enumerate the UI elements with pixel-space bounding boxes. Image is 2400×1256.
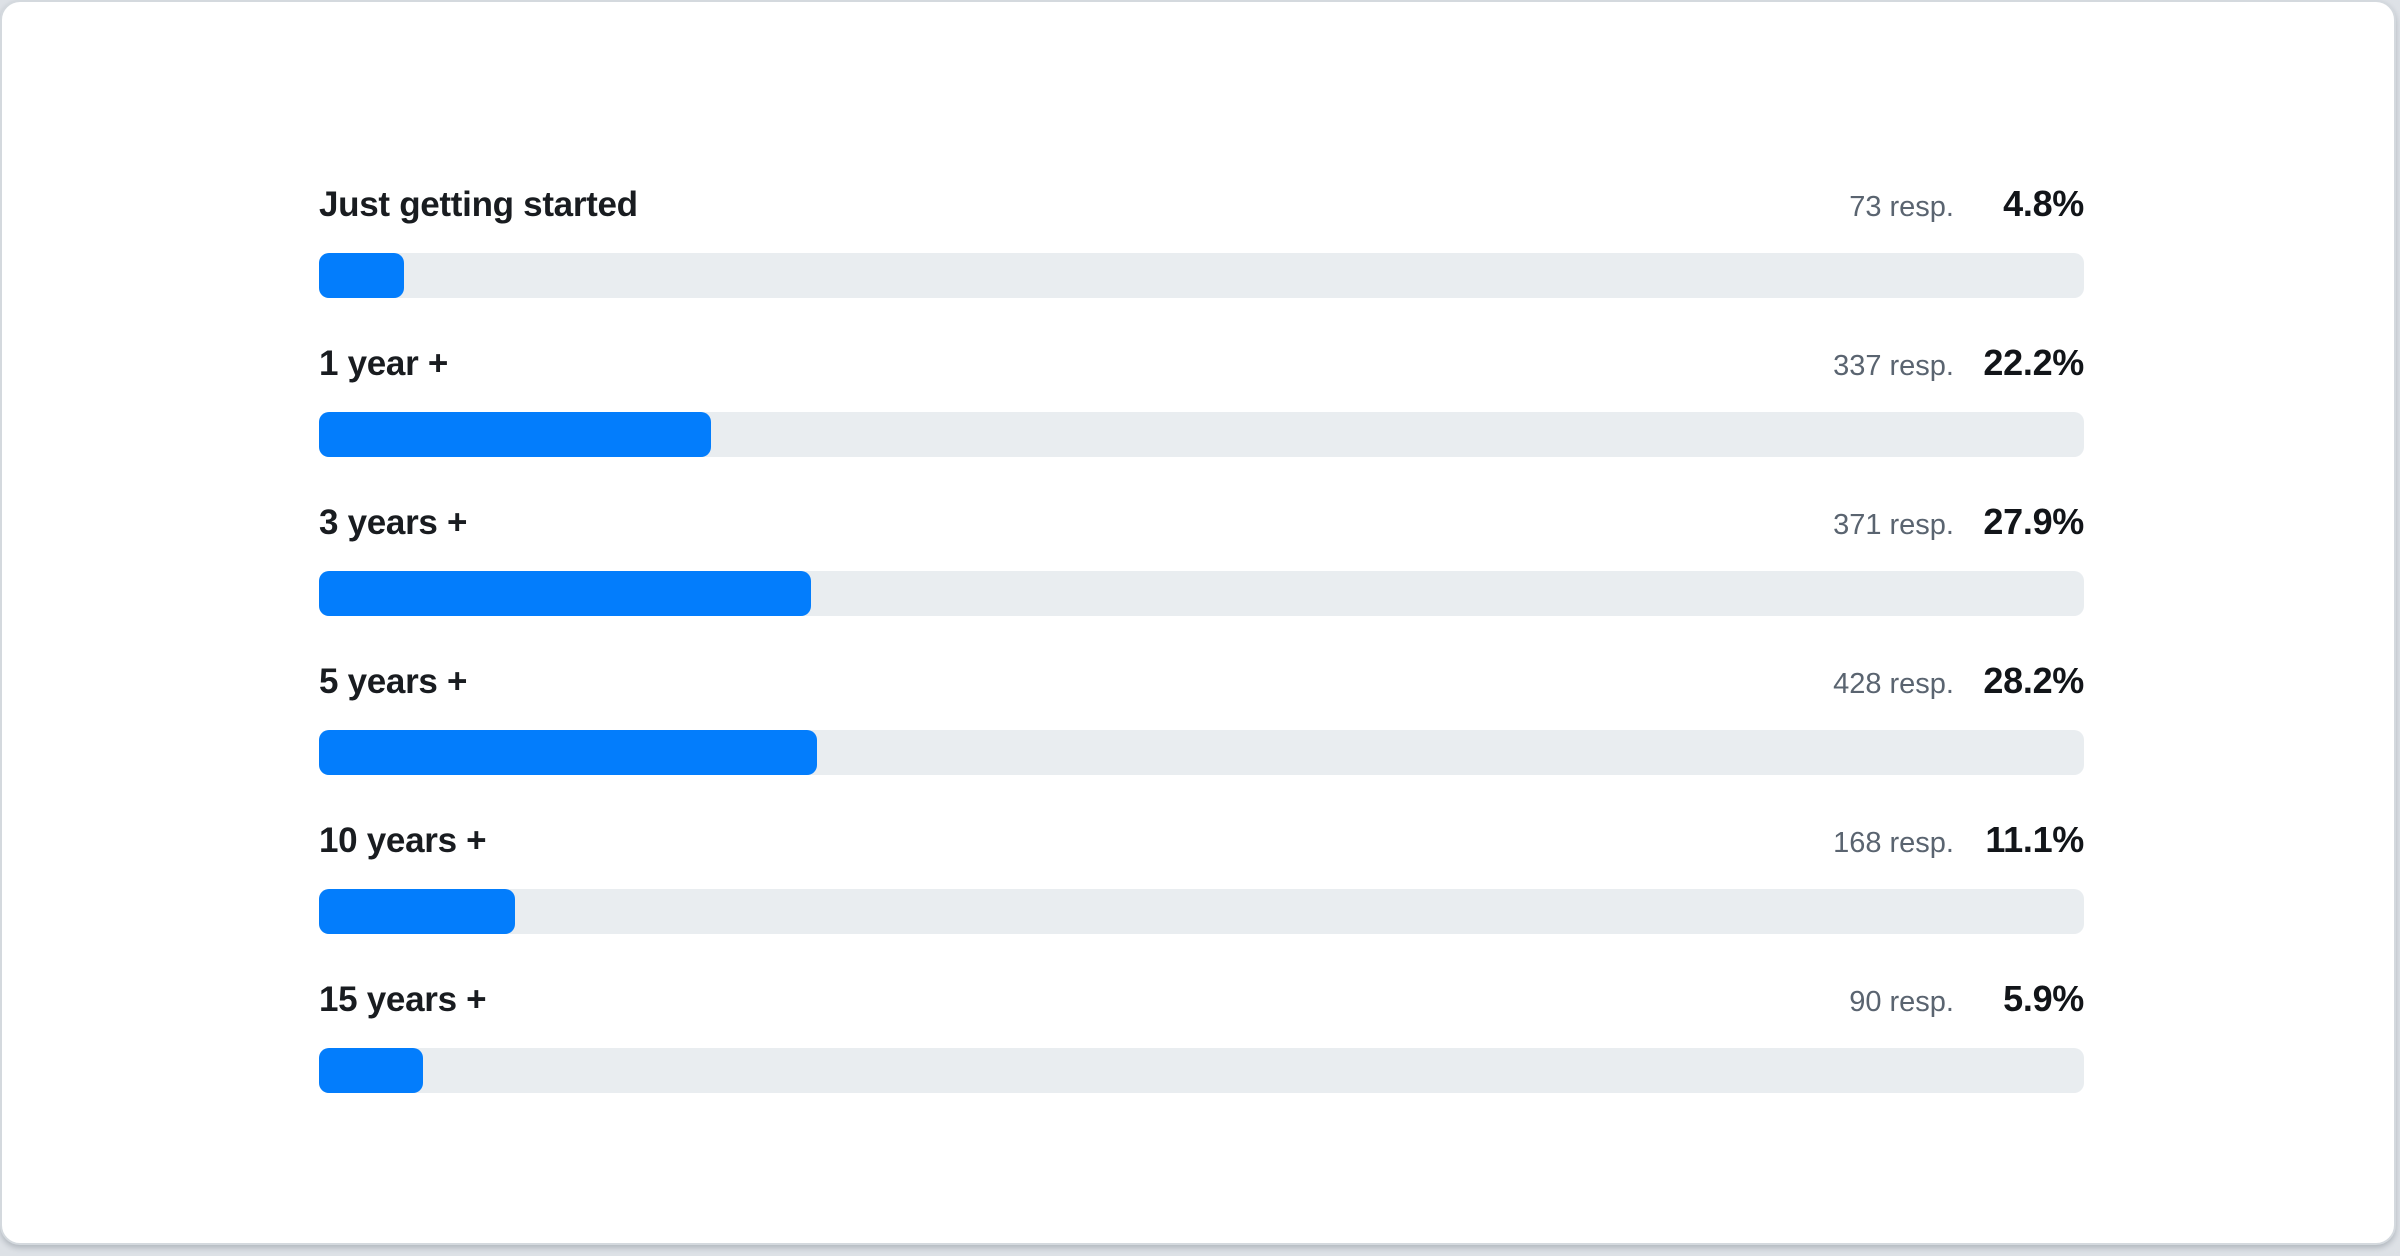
row-percent-value: 11.1% [1985,819,2084,860]
row-response-count: 73 resp. [1849,191,1954,223]
bar-fill [319,571,812,616]
row-label: 5 years + [319,662,468,701]
row-header: 5 years + 428 resp. 28.2% [319,659,2084,706]
bar-track [319,730,2084,775]
bar-track [319,412,2084,457]
row-header: 15 years + 90 resp. 5.9% [319,977,2084,1024]
row-percent-value: 22.2% [1983,342,2084,383]
row-percent-value: 27.9% [1983,501,2084,542]
row-label: 10 years + [319,821,487,860]
chart-row: 1 year + 337 resp. 22.2% [319,341,2084,457]
row-response-count: 168 resp. [1833,827,1954,859]
row-label: Just getting started [319,185,638,224]
chart-row: 5 years + 428 resp. 28.2% [319,659,2084,775]
row-header: 10 years + 168 resp. 11.1% [319,818,2084,865]
row-response-count: 90 resp. [1849,986,1954,1018]
row-percent-value: 4.8% [2003,183,2084,224]
row-header: Just getting started 73 resp. 4.8% [319,182,2084,229]
row-response-count: 337 resp. [1833,350,1954,382]
bar-fill [319,889,515,934]
response-duration-bar-chart: Just getting started 73 resp. 4.8% 1 yea… [319,182,2084,1093]
bar-fill [319,412,711,457]
row-percent-value: 5.9% [2003,978,2084,1019]
bar-track [319,253,2084,298]
chart-row: 15 years + 90 resp. 5.9% [319,977,2084,1093]
row-header: 3 years + 371 resp. 27.9% [319,500,2084,547]
bar-track [319,1048,2084,1093]
bar-track [319,571,2084,616]
row-label: 1 year + [319,344,448,383]
chart-row: 10 years + 168 resp. 11.1% [319,818,2084,934]
row-percent-value: 28.2% [1983,660,2084,701]
chart-row: Just getting started 73 resp. 4.8% [319,182,2084,298]
bar-track [319,889,2084,934]
row-response-count: 428 resp. [1833,668,1954,700]
bar-fill [319,1048,424,1093]
chart-row: 3 years + 371 resp. 27.9% [319,500,2084,616]
row-label: 15 years + [319,980,487,1019]
bar-fill [319,253,404,298]
row-label: 3 years + [319,503,468,542]
row-response-count: 371 resp. [1833,509,1954,541]
row-header: 1 year + 337 resp. 22.2% [319,341,2084,388]
bar-fill [319,730,817,775]
